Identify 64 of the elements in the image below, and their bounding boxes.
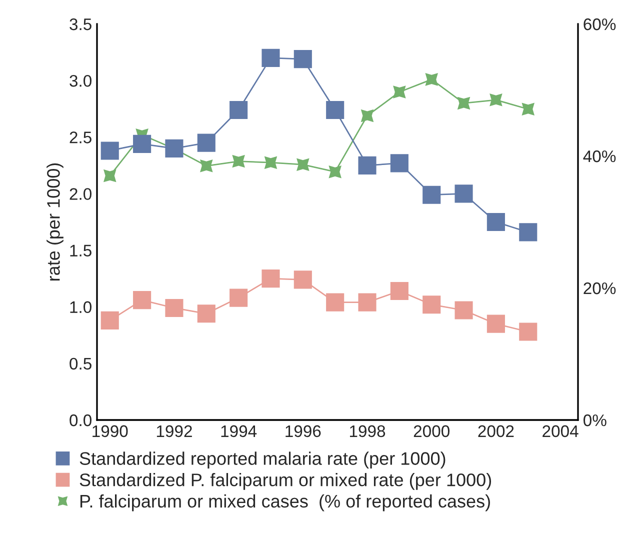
legend-label: Standardized reported malaria rate (per 1000) [80, 452, 446, 469]
point [390, 154, 408, 172]
point [326, 293, 344, 312]
y-tick-label: 1.0 [70, 301, 92, 314]
x-tick-label: 1992 [156, 425, 192, 438]
x-tick-label: 1998 [350, 425, 386, 438]
x-tick-label: 1996 [286, 425, 321, 438]
point [230, 100, 248, 120]
y-tick-label: 2.0 [70, 188, 92, 200]
y-tick-label: 3.5 [70, 18, 92, 30]
y2-tick-label: 40% [583, 150, 616, 162]
point [165, 139, 184, 158]
point [454, 184, 473, 203]
point [422, 186, 441, 204]
y2-tick-label: 0% [584, 414, 606, 426]
point [457, 96, 470, 110]
point [262, 48, 280, 67]
legend-label: Standardized P. falciparum or mixed rate (per 1000) [80, 473, 492, 490]
point [522, 102, 535, 116]
y-tick-label: 1.5 [70, 244, 92, 256]
x-tick-label: 2000 [414, 425, 450, 438]
point [197, 134, 216, 152]
point [519, 322, 538, 341]
point [230, 288, 248, 307]
point [296, 158, 310, 171]
x-tick-label: 2002 [478, 425, 514, 438]
point [360, 109, 374, 122]
point [294, 50, 312, 68]
point [326, 100, 344, 120]
legend-label: P. falciparum or mixed cases (% of reported cases) [80, 494, 490, 512]
point [519, 223, 538, 242]
point [262, 270, 280, 288]
point [165, 298, 184, 318]
point [454, 301, 473, 320]
point [100, 311, 119, 330]
point [358, 293, 376, 312]
point [486, 212, 505, 232]
point [232, 154, 245, 168]
y-tick-label: 2.5 [70, 132, 92, 144]
y-axis-title: rate (per 1000) [46, 163, 64, 281]
point [422, 296, 441, 314]
point [133, 291, 152, 310]
x-tick-label: 1990 [92, 425, 128, 438]
point [390, 282, 408, 300]
point [103, 169, 116, 182]
point [200, 160, 213, 172]
point [264, 156, 278, 169]
point [133, 134, 152, 153]
point [100, 142, 119, 160]
point [328, 165, 342, 178]
y-tick-label: 0.5 [70, 358, 92, 370]
y-tick-label: 0.0 [70, 414, 92, 426]
y2-tick-label: 20% [584, 282, 616, 294]
point [425, 73, 438, 86]
y2-tick-label: 60% [584, 18, 616, 30]
point [197, 304, 216, 323]
point [358, 156, 376, 174]
point [490, 94, 502, 106]
y-tick-label: 3.0 [70, 74, 92, 87]
x-tick-label: 1994 [221, 425, 257, 438]
x-tick-label: 2004 [542, 425, 578, 438]
point [294, 270, 312, 289]
point [486, 314, 505, 333]
point [393, 86, 406, 98]
